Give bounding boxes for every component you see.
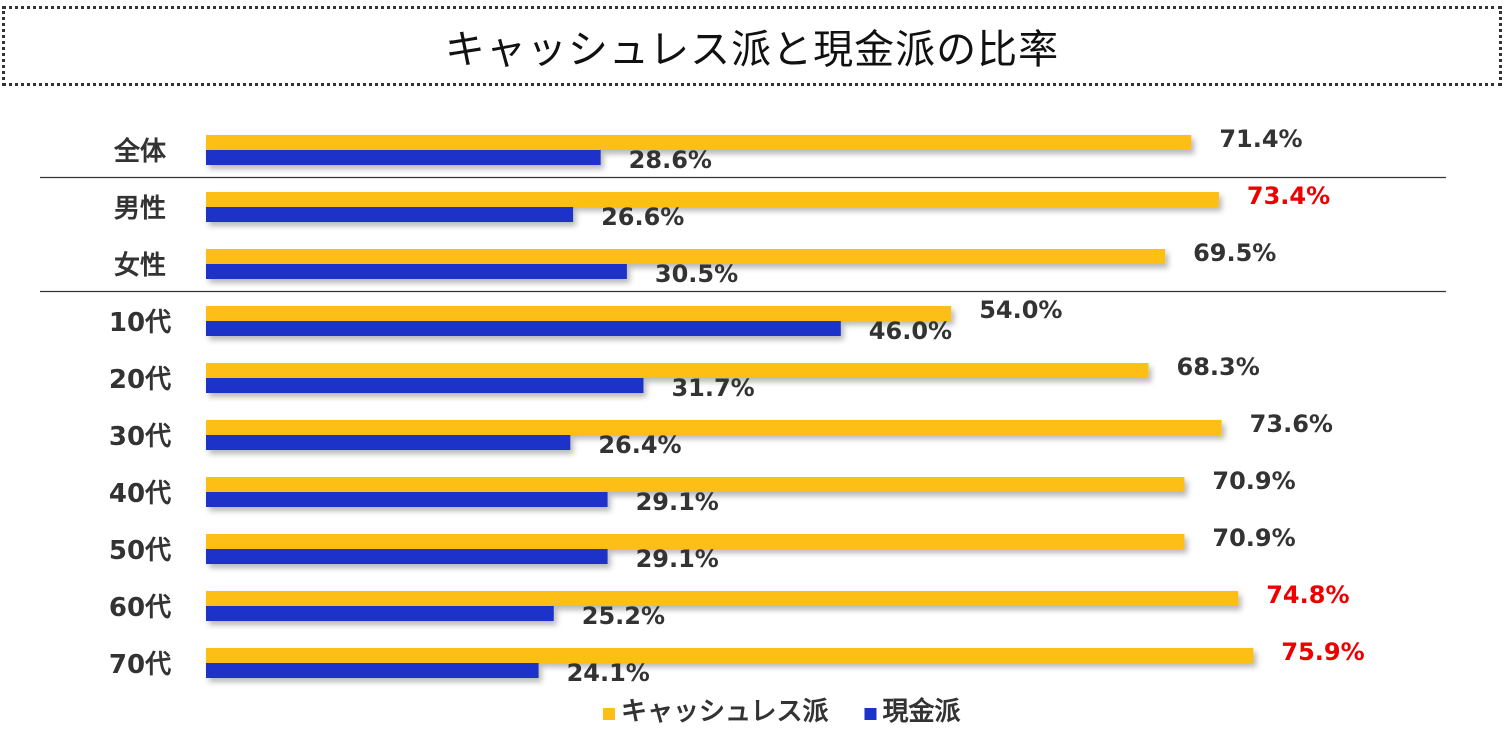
- cashless-value-label: 70.9%: [1212, 467, 1295, 495]
- cash-bar: [206, 606, 554, 621]
- cash-value-label: 29.1%: [636, 545, 719, 573]
- cashless-value-label: 75.9%: [1281, 638, 1364, 666]
- cashless-value-label: 68.3%: [1177, 353, 1260, 381]
- chart-title: キャッシュレス派と現金派の比率: [444, 27, 1060, 73]
- cashless-bar: [206, 591, 1239, 606]
- cash-bar: [206, 150, 601, 165]
- cash-value-label: 28.6%: [629, 146, 712, 174]
- cashless-bar: [206, 420, 1222, 435]
- cashless-value-label: 73.4%: [1247, 182, 1330, 210]
- cashless-value-label: 70.9%: [1212, 524, 1295, 552]
- cash-value-label: 31.7%: [671, 374, 754, 402]
- category-label: 10代: [109, 308, 171, 338]
- cashless-value-label: 54.0%: [979, 296, 1062, 324]
- cashless-value-label: 69.5%: [1193, 239, 1276, 267]
- cashless-bar: [206, 363, 1149, 378]
- category-label: 50代: [109, 536, 171, 566]
- cash-value-label: 26.4%: [598, 431, 681, 459]
- cash-bar: [206, 492, 608, 507]
- cash-bar: [206, 321, 841, 336]
- cashless-bar: [206, 477, 1185, 492]
- cashless-bar: [206, 192, 1219, 207]
- cashless-value-label: 71.4%: [1219, 125, 1302, 153]
- chart-title-box: キャッシュレス派と現金派の比率: [2, 6, 1502, 86]
- cash-bar: [206, 378, 644, 393]
- category-label: 30代: [109, 422, 171, 452]
- category-label: 40代: [109, 479, 171, 509]
- category-label: 女性: [114, 250, 166, 281]
- cash-value-label: 26.6%: [601, 203, 684, 231]
- category-label: 60代: [109, 593, 171, 623]
- cashless-bar: [206, 135, 1192, 150]
- cashless-value-label: 74.8%: [1266, 581, 1349, 609]
- category-label: 20代: [109, 365, 171, 395]
- cash-value-label: 46.0%: [869, 317, 952, 345]
- legend-swatch-cash: [864, 708, 877, 720]
- cash-bar: [206, 207, 574, 222]
- cashless-bar: [206, 249, 1166, 264]
- cash-bar: [206, 264, 627, 279]
- category-label: 70代: [109, 650, 171, 680]
- category-label: 男性: [114, 194, 166, 224]
- legend-label-cashless: キャッシュレス派: [621, 697, 828, 727]
- cashless-bar: [206, 648, 1254, 663]
- cash-value-label: 24.1%: [567, 659, 650, 687]
- cash-bar: [206, 663, 539, 678]
- cashless-bar: [206, 306, 952, 321]
- category-label: 全体: [113, 136, 167, 167]
- cash-value-label: 25.2%: [582, 602, 665, 630]
- cash-value-label: 29.1%: [636, 488, 719, 516]
- legend-swatch-cashless: [603, 708, 615, 720]
- cash-bar: [206, 549, 608, 564]
- cash-value-label: 30.5%: [655, 260, 738, 288]
- cash-bar: [206, 435, 571, 450]
- legend-label-cash: 現金派: [882, 696, 960, 727]
- cashless-value-label: 73.6%: [1250, 410, 1333, 438]
- cashless-bar: [206, 534, 1185, 549]
